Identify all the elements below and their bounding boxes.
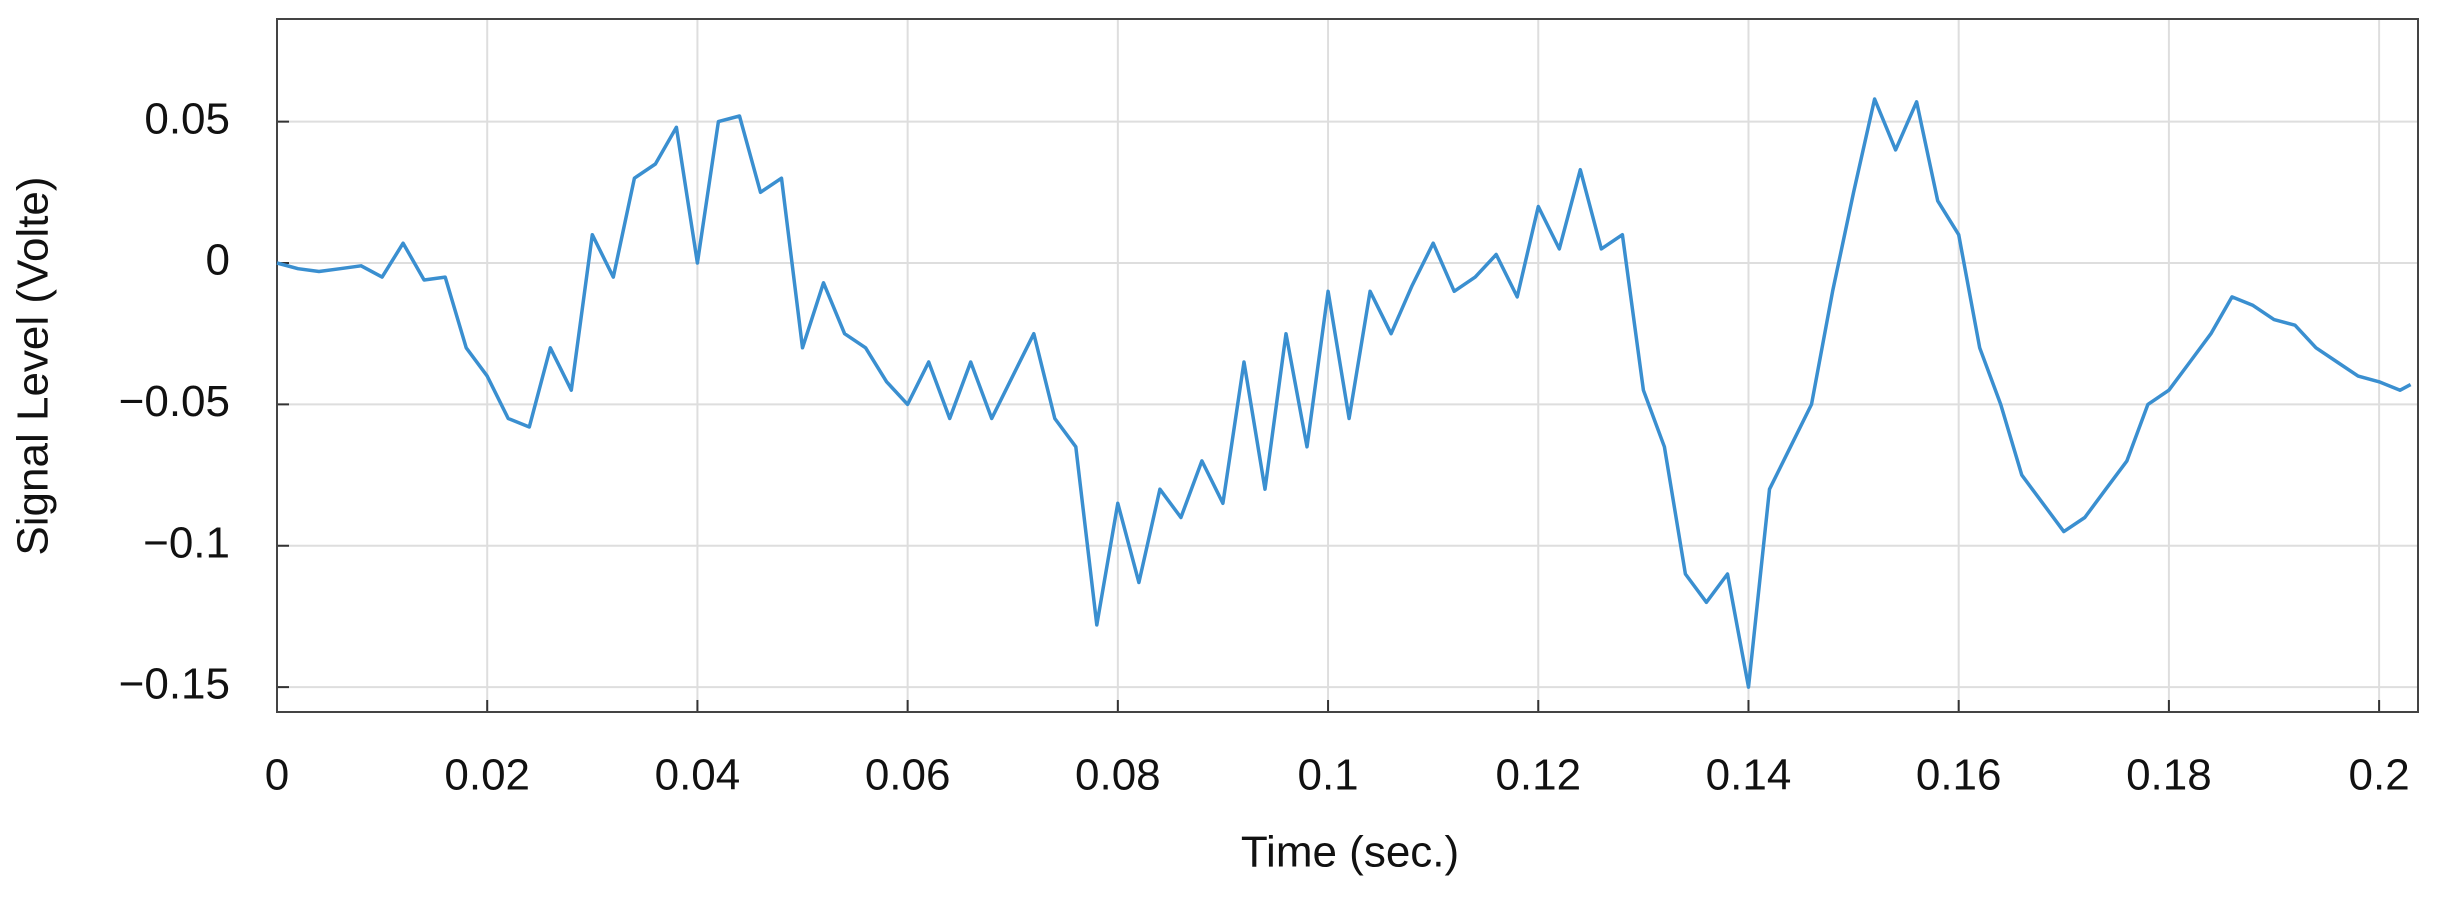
x-tick-label: 0.02 <box>444 751 530 800</box>
x-tick-label: 0.2 <box>2349 751 2410 800</box>
plot-frame <box>276 18 2419 713</box>
x-tick-label: 0.04 <box>655 751 741 800</box>
y-tick-label: −0.05 <box>119 377 230 426</box>
x-tick-label: 0 <box>265 751 289 800</box>
x-tick-label: 0.12 <box>1495 751 1581 800</box>
x-tick-label: 0.06 <box>865 751 951 800</box>
x-tick-label: 0.16 <box>1916 751 2002 800</box>
y-tick-label: 0.05 <box>144 94 230 143</box>
x-tick-label: 0.08 <box>1075 751 1161 800</box>
x-tick-label: 0.1 <box>1297 751 1358 800</box>
x-tick-label: 0.18 <box>2126 751 2212 800</box>
y-axis-label: Signal Level (Volte) <box>9 176 58 555</box>
x-tick-label: 0.14 <box>1706 751 1792 800</box>
y-tick-label: 0 <box>206 236 230 285</box>
data-line <box>276 97 2412 689</box>
y-tick-label: −0.1 <box>143 518 230 567</box>
x-axis-label: Time (sec.) <box>1241 828 1459 877</box>
y-tick-label: −0.15 <box>119 660 230 709</box>
